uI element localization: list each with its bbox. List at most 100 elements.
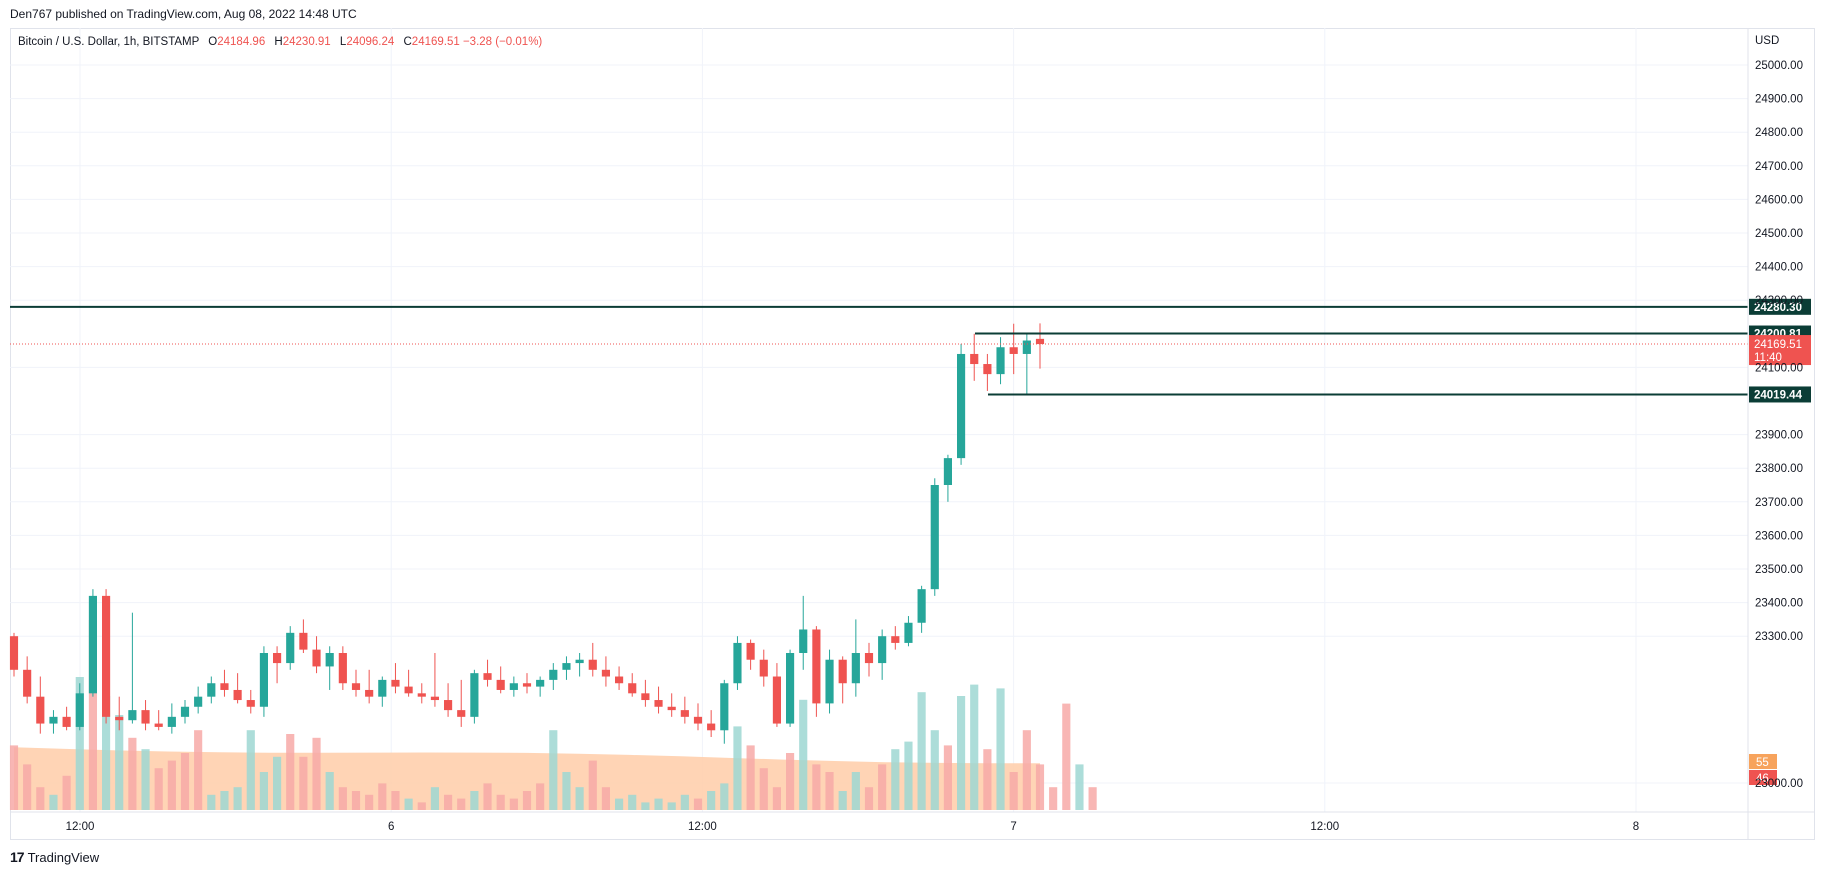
y-tick-label: 24100.00 [1755,362,1803,374]
volume-bar [864,787,874,810]
volume-bar [1075,764,1084,810]
low-value: 24096.24 [346,36,395,48]
volume-bar [536,783,545,810]
volume-ma-area [14,747,1040,810]
candle-body [601,669,611,677]
volume-bar [917,692,926,810]
volume-bar [970,684,979,810]
brand-name: TradingView [27,849,100,865]
volume-label-bg [1749,770,1777,785]
y-tick-label: 24600.00 [1755,194,1803,206]
volume-label: 55 [1756,757,1769,769]
level-label: 24280.30 [1754,302,1802,314]
candle-body [930,485,939,590]
volume-bar [101,696,111,810]
volume-bar [562,772,571,810]
candle-body [785,653,795,724]
volume-bar [194,730,203,810]
axis-layer: 25000.00 24900.00 24800.00 24700.00 24600.00… [10,28,1815,840]
candle-body [338,653,347,684]
volume-bar [365,794,374,810]
y-tick-label: 24500.00 [1755,228,1803,240]
candle-body [825,659,834,704]
candle-body [62,716,71,727]
candle-body [970,353,979,365]
candle-body [641,693,650,701]
change-value: −3.28 (−0.01%) [462,36,543,48]
candle-body [404,686,413,694]
candle-body [443,700,453,711]
volume-bar [707,791,716,810]
level-label-bg [1749,298,1811,315]
candle-body [956,353,966,459]
candle-body [983,364,992,375]
candle-body [286,632,295,664]
volume-bar [207,794,216,810]
candle-body [430,696,440,701]
volume-bar [36,787,45,810]
candle-body [536,679,545,687]
candle-body [49,716,58,724]
volume-bar [220,791,229,810]
symbol-name: Bitcoin / U.S. Dollar, 1h, BITSTAMP [18,36,200,48]
volume-layer [9,620,1097,810]
volume-bar [378,783,387,810]
candle-body [259,653,269,707]
volume-bar [9,745,19,810]
candle-layer [9,323,1045,744]
volume-bar [996,688,1005,810]
x-tick-label: 8 [1633,821,1639,833]
volume-bar [457,798,466,810]
level-layer: 24280.3024200.8124019.4424169.5111:40554… [10,298,1811,785]
candle-body [996,347,1005,375]
volume-bar [878,764,887,810]
candle-body [351,683,361,690]
candle-body [838,659,847,684]
candle-body [36,696,45,724]
candle-body [75,693,84,727]
close-key: C [403,36,412,48]
candle-body [799,629,808,653]
chart-frame [10,28,1815,840]
x-tick-label: 12:00 [688,821,717,833]
candle-body [115,716,124,721]
candle-body [220,683,229,690]
candle-body [864,653,874,664]
candle-body [654,700,663,707]
volume-bar [246,730,255,810]
y-tick-label: 23300.00 [1755,631,1803,643]
footer-branding[interactable]: 17 TradingView [10,849,99,865]
volume-bar [680,794,689,810]
volume-bar [825,772,834,810]
volume-bar [259,772,269,810]
volume-bar [930,730,939,810]
last-price-label-bg [1749,335,1811,366]
volume-bar [417,802,426,810]
candle-body [693,716,703,724]
candle-body [509,683,518,690]
candle-body [628,683,637,694]
volume-label: 46 [1756,773,1769,785]
candle-body [365,689,374,697]
volume-bar [891,749,900,810]
candle-body [562,663,571,670]
candle-body [680,710,689,717]
volume-bar [351,791,361,810]
currency-label: USD [1755,35,1779,47]
tradingview-logo-icon: 17 [10,849,25,865]
volume-bar [141,749,150,810]
candle-body [667,706,676,711]
volume-bar [654,798,663,810]
volume-bar [851,772,860,810]
volume-bar [312,737,321,810]
y-tick-label: 23700.00 [1755,497,1803,509]
candle-body [878,636,887,664]
volume-bar [983,749,992,810]
volume-bar [549,730,558,810]
candle-body [733,642,742,684]
candle-body [378,679,387,697]
volume-bar [404,798,413,810]
volume-bar [1009,772,1018,810]
high-value: 24230.91 [282,36,331,48]
